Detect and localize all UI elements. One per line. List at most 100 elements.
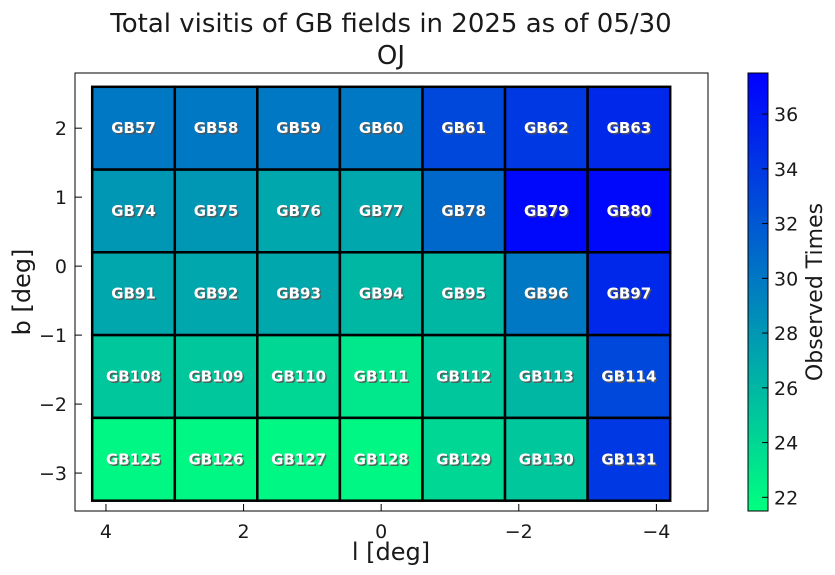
x-tick-label: 2 — [238, 521, 250, 543]
cell-label-shadow: GB63 — [608, 121, 653, 139]
cell-label-shadow: GB131 — [603, 452, 658, 470]
y-tick-label: 0 — [55, 256, 67, 278]
cell-label-gb114: GB114 — [601, 368, 656, 386]
y-axis-label: b [deg] — [8, 249, 36, 336]
cell-label-shadow: GB127 — [273, 452, 328, 470]
cell-label-gb97: GB97 — [607, 285, 652, 303]
cell-label-gb59: GB59 — [276, 119, 321, 137]
cell-label-gb57: GB57 — [111, 119, 156, 137]
cell-label-shadow: GB75 — [195, 204, 240, 222]
cell-label-gb109: GB109 — [188, 368, 243, 386]
cell-label-gb60: GB60 — [359, 119, 404, 137]
cell-label-gb62: GB62 — [524, 119, 569, 137]
cell-label-gb91: GB91 — [111, 285, 156, 303]
x-tick-label: 4 — [100, 521, 112, 543]
heatmap-cell-gb77 — [338, 168, 424, 254]
heatmap-cell-gb95 — [421, 251, 507, 337]
cell-label-gb80: GB80 — [607, 202, 652, 220]
chart-subtitle: OJ — [377, 41, 405, 71]
colorbar-label: Observed Times — [803, 203, 828, 381]
cell-label-gb92: GB92 — [194, 285, 239, 303]
cell-label-shadow: GB97 — [608, 286, 653, 304]
cell-label-gb93: GB93 — [276, 285, 321, 303]
cell-label-shadow: GB125 — [107, 452, 162, 470]
cell-label-shadow: GB108 — [107, 369, 162, 387]
cell-label-gb111: GB111 — [354, 368, 409, 386]
y-tick-label: −3 — [39, 463, 67, 485]
cell-label-shadow: GB77 — [360, 204, 405, 222]
cell-label-gb129: GB129 — [436, 450, 491, 468]
heatmap-cell-gb94 — [338, 251, 424, 337]
y-tick-label: −2 — [39, 394, 67, 416]
heatmap-cell-gb75 — [173, 168, 259, 254]
cell-label-gb110: GB110 — [271, 368, 326, 386]
y-tick-label: −1 — [39, 325, 67, 347]
colorbar-tick-label: 28 — [774, 323, 798, 345]
x-tick-label: −2 — [505, 521, 533, 543]
cell-label-shadow: GB78 — [443, 204, 488, 222]
colorbar-tick-label: 32 — [774, 214, 798, 236]
cell-label-shadow: GB59 — [278, 121, 323, 139]
cell-label-gb95: GB95 — [441, 285, 486, 303]
cell-label-shadow: GB113 — [520, 369, 575, 387]
chart-title: Total visitis of GB fields in 2025 as of… — [109, 9, 671, 39]
y-tick-label: 2 — [55, 118, 67, 140]
cell-label-shadow: GB128 — [355, 452, 410, 470]
colorbar-tick-label: 22 — [774, 487, 798, 509]
cell-label-gb63: GB63 — [607, 119, 652, 137]
heatmap-cell-gb112 — [421, 333, 507, 420]
cell-label-shadow: GB95 — [443, 286, 488, 304]
colorbar-ticks: 22 24 26 28 30 32 34 36 — [762, 104, 798, 509]
cell-label-shadow: GB93 — [278, 286, 323, 304]
colorbar-tick-label: 34 — [774, 159, 798, 181]
x-tick-label: 0 — [375, 521, 387, 543]
cell-label-gb94: GB94 — [359, 285, 404, 303]
cell-label-shadow: GB92 — [195, 286, 240, 304]
cell-label-shadow: GB112 — [438, 369, 493, 387]
cell-label-shadow: GB76 — [278, 204, 323, 222]
cell-label-gb126: GB126 — [188, 450, 243, 468]
heatmap-cell-gb130 — [503, 416, 589, 502]
heatmap-cell-gb91 — [90, 251, 177, 337]
heatmap-cell-gb96 — [503, 251, 589, 337]
cell-label-shadow: GB109 — [190, 369, 245, 387]
colorbar-tick-label: 26 — [774, 378, 798, 400]
heatmap-cell-gb97 — [586, 251, 672, 337]
cell-label-gb74: GB74 — [111, 202, 156, 220]
cell-label-gb130: GB130 — [519, 450, 574, 468]
cell-label-shadow: GB61 — [443, 121, 488, 139]
colorbar-tick-label: 36 — [774, 104, 798, 126]
cell-label-shadow: GB62 — [525, 121, 570, 139]
cell-label-gb125: GB125 — [106, 450, 161, 468]
x-tick-label: −4 — [642, 521, 670, 543]
heatmap-cell-gb131 — [586, 416, 672, 502]
heatmap-cell-gb57 — [90, 85, 177, 171]
cell-label-shadow: GB130 — [520, 452, 575, 470]
heatmap-cell-gb129 — [421, 416, 507, 502]
cell-label-shadow: GB74 — [113, 204, 158, 222]
cell-label-shadow: GB96 — [525, 286, 570, 304]
cell-label-shadow: GB80 — [608, 204, 653, 222]
cell-label-gb77: GB77 — [359, 202, 404, 220]
x-axis-label: l [deg] — [352, 538, 430, 566]
colorbar-tick-label: 30 — [774, 268, 798, 290]
cell-label-shadow: GB79 — [525, 204, 570, 222]
cell-label-gb108: GB108 — [106, 368, 161, 386]
cell-label-shadow: GB126 — [190, 452, 245, 470]
cell-label-shadow: GB91 — [113, 286, 158, 304]
heatmap-cell-gb92 — [173, 251, 259, 337]
heatmap-cells — [90, 85, 672, 502]
heatmap-cell-gb63 — [586, 85, 672, 171]
cell-label-gb75: GB75 — [194, 202, 239, 220]
y-tick-label: 1 — [55, 187, 67, 209]
cell-label-gb127: GB127 — [271, 450, 326, 468]
cell-label-gb61: GB61 — [441, 119, 486, 137]
cell-label-shadow: GB129 — [438, 452, 493, 470]
y-axis-ticks: 2 1 0 −1 −2 −3 — [39, 118, 82, 485]
cell-label-gb76: GB76 — [276, 202, 321, 220]
heatmap-cell-gb114 — [586, 333, 672, 420]
cell-label-shadow: GB114 — [603, 369, 658, 387]
cell-label-gb58: GB58 — [194, 119, 239, 137]
